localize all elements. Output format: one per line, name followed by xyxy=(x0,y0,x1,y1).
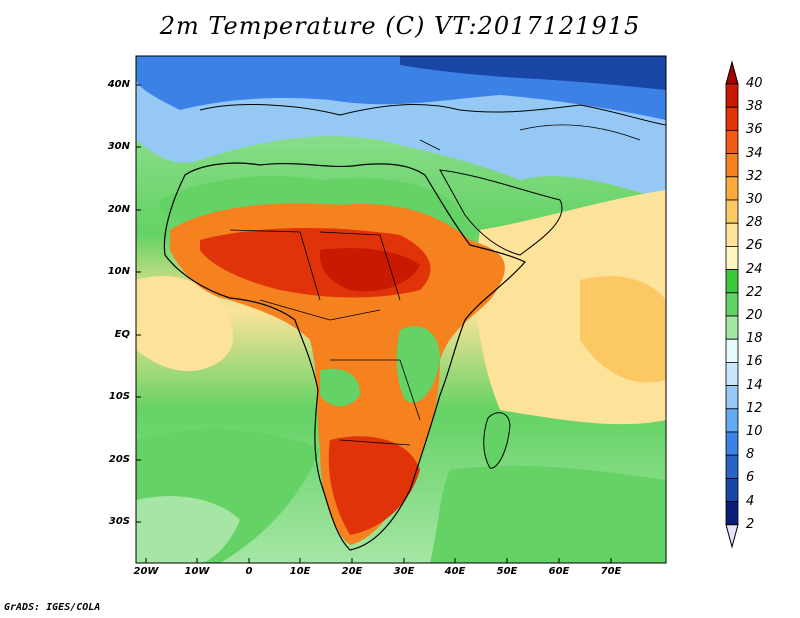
colorbar-label: 2 xyxy=(746,516,755,532)
lat-label: 40N xyxy=(107,79,130,90)
map-title: 2m Temperature (C) VT:2017121915 xyxy=(159,12,641,40)
colorbar-label: 36 xyxy=(746,122,763,138)
colorbar-label: 16 xyxy=(746,354,763,370)
colorbar-label: 24 xyxy=(746,261,763,277)
lon-label: 30E xyxy=(393,566,415,577)
colorbar-swatch xyxy=(725,292,739,317)
colorbar-swatch xyxy=(725,222,739,247)
colorbar-arrow-top xyxy=(725,60,739,85)
colorbar-swatch xyxy=(725,83,739,108)
colorbar-swatch xyxy=(725,501,739,526)
africa-coastline xyxy=(163,162,526,551)
lon-label: 40E xyxy=(444,566,466,577)
colorbar-swatch xyxy=(725,315,739,340)
colorbar-swatch xyxy=(725,176,739,201)
colorbar xyxy=(725,60,739,549)
colorbar-label: 20 xyxy=(746,308,763,323)
colorbar-swatch xyxy=(725,477,739,502)
lat-label: 30S xyxy=(108,516,130,527)
colorbar-label: 4 xyxy=(746,493,755,509)
colorbar-swatch xyxy=(725,454,739,479)
colorbar-swatch xyxy=(725,245,739,270)
colorbar-swatch xyxy=(725,129,739,154)
lat-label: EQ xyxy=(114,329,130,340)
colorbar-label: 26 xyxy=(746,238,763,254)
lon-label: 20E xyxy=(341,566,363,577)
lat-label: 30N xyxy=(107,141,130,152)
colorbar-swatch xyxy=(725,269,739,294)
colorbar-label: 34 xyxy=(746,145,763,161)
colorbar-swatch xyxy=(725,385,739,410)
lon-label: 10E xyxy=(289,566,311,577)
colorbar-label: 28 xyxy=(746,215,763,231)
colorbar-label: 38 xyxy=(746,99,763,115)
lon-label: 0 xyxy=(245,566,253,577)
colorbar-swatch xyxy=(725,106,739,131)
credit-text: GrADS: IGES/COLA xyxy=(4,602,101,613)
colorbar-label: 32 xyxy=(746,168,763,184)
colorbar-label: 12 xyxy=(746,400,763,416)
colorbar-label: 40 xyxy=(746,76,763,91)
colorbar-swatch xyxy=(725,431,739,456)
colorbar-arrow-bottom xyxy=(725,524,739,549)
colorbar-swatch xyxy=(725,338,739,363)
colorbar-swatch xyxy=(725,361,739,386)
colorbar-label: 18 xyxy=(746,331,763,347)
lat-label: 20S xyxy=(108,454,130,465)
lon-label: 70E xyxy=(600,566,622,577)
lon-label: 60E xyxy=(548,566,570,577)
lon-label: 10W xyxy=(184,566,210,577)
colorbar-label: 6 xyxy=(746,470,755,486)
lat-label: 20N xyxy=(107,204,130,215)
colorbar-swatch xyxy=(725,408,739,433)
lat-label: 10N xyxy=(107,266,130,277)
colorbar-label: 8 xyxy=(746,447,755,463)
colorbar-label: 22 xyxy=(746,284,763,300)
madagascar xyxy=(483,412,511,469)
lon-label: 20W xyxy=(133,566,159,577)
colorbar-swatch xyxy=(725,153,739,178)
lon-label: 50E xyxy=(496,566,518,577)
lat-label: 10S xyxy=(108,391,130,402)
colorbar-label: 10 xyxy=(746,424,763,439)
colorbar-label: 14 xyxy=(746,377,763,393)
colorbar-label: 30 xyxy=(746,192,763,207)
colorbar-swatch xyxy=(725,199,739,224)
